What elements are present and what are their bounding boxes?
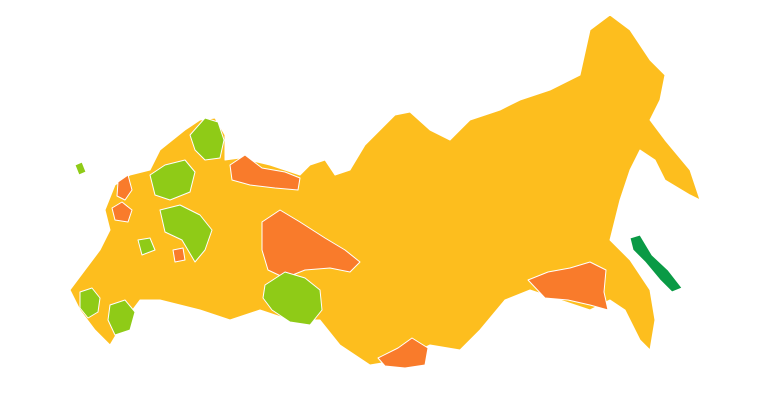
region-amur[interactable] <box>527 261 609 311</box>
region-tuva[interactable] <box>377 337 429 369</box>
region-krasnodar[interactable] <box>79 287 101 319</box>
region-karelia[interactable] <box>149 159 196 201</box>
region-kaluga[interactable] <box>137 237 156 256</box>
region-leningrad[interactable] <box>111 201 133 223</box>
region-khanty-mansi[interactable] <box>261 209 361 279</box>
region-murmansk[interactable] <box>189 117 225 161</box>
region-nenets[interactable] <box>229 154 301 191</box>
region-sakhalin[interactable] <box>629 234 683 293</box>
region-stavropol[interactable] <box>107 299 136 336</box>
region-tyumen-kurgan[interactable] <box>262 271 323 326</box>
region-ryazan[interactable] <box>172 247 186 263</box>
region-karelia-pskov[interactable] <box>116 174 133 201</box>
region-vologda-kostroma[interactable] <box>159 204 213 263</box>
region-kaliningrad[interactable] <box>74 161 87 176</box>
